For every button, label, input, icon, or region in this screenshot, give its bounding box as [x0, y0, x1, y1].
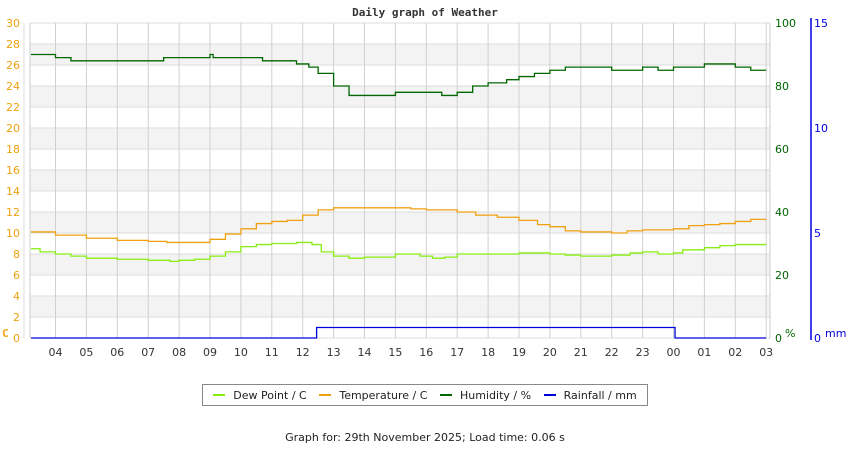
x-tick-label: 14 [358, 346, 372, 359]
y-tick-left: 12 [6, 206, 20, 219]
x-tick-label: 20 [543, 346, 557, 359]
y-tick-rainfall: 5 [814, 227, 821, 240]
grid-band [30, 44, 770, 65]
y-tick-left: 14 [6, 185, 20, 198]
dew-point-swatch [213, 394, 226, 396]
x-tick-label: 15 [388, 346, 402, 359]
x-tick-label: 06 [110, 346, 124, 359]
x-tick-label: 10 [234, 346, 248, 359]
legend-label: Dew Point / C [233, 388, 307, 402]
temperature-swatch [319, 394, 332, 396]
legend-label: Humidity / % [460, 388, 532, 402]
y-tick-left: 28 [6, 38, 20, 51]
y-tick-left: 30 [6, 17, 20, 30]
y-tick-rainfall: 10 [814, 122, 828, 135]
y-axis-unit-humidity: % [785, 327, 795, 340]
y-tick-humidity: 100 [775, 17, 796, 30]
x-tick-label: 07 [141, 346, 155, 359]
x-tick-label: 19 [512, 346, 526, 359]
humidity-swatch [440, 394, 453, 396]
grid-band [30, 128, 770, 149]
x-tick-label: 22 [605, 346, 619, 359]
y-tick-left: 2 [13, 311, 20, 324]
x-tick-label: 18 [481, 346, 495, 359]
y-tick-humidity: 80 [775, 80, 789, 93]
x-tick-label: 12 [296, 346, 310, 359]
x-tick-label: 13 [327, 346, 341, 359]
x-tick-label: 17 [450, 346, 464, 359]
x-tick-label: 11 [265, 346, 279, 359]
y-tick-rainfall: 15 [814, 17, 828, 30]
y-axis-unit-left: C [2, 327, 9, 340]
legend-item-rainfall: Rainfall / mm [543, 388, 637, 402]
grid-band [30, 296, 770, 317]
y-tick-left: 0 [13, 332, 20, 345]
y-tick-left: 6 [13, 269, 20, 282]
chart-title: Daily graph of Weather [352, 6, 498, 19]
x-tick-label: 01 [697, 346, 711, 359]
legend-label: Temperature / C [339, 388, 428, 402]
temperature-line [31, 207, 767, 244]
x-tick-label: 16 [419, 346, 433, 359]
y-tick-left: 4 [13, 290, 20, 303]
y-tick-humidity: 40 [775, 206, 789, 219]
y-tick-left: 22 [6, 101, 20, 114]
legend: Dew Point / C Temperature / C Humidity /… [202, 384, 648, 406]
y-tick-humidity: 60 [775, 143, 789, 156]
x-tick-label: 02 [728, 346, 742, 359]
grid-band [30, 86, 770, 107]
rainfall-swatch [543, 394, 556, 396]
y-tick-left: 16 [6, 164, 20, 177]
y-tick-left: 26 [6, 59, 20, 72]
footer-status: Graph for: 29th November 2025; Load time… [285, 431, 565, 444]
legend-item-temperature: Temperature / C [319, 389, 427, 402]
x-tick-label: 04 [49, 346, 63, 359]
x-tick-label: 08 [172, 346, 186, 359]
grid-band [30, 254, 770, 275]
legend-item-dew-point: Dew Point / C [213, 388, 307, 402]
dew-line [31, 241, 767, 262]
legend-item-humidity: Humidity / % [440, 389, 531, 402]
y-tick-left: 10 [6, 227, 20, 240]
x-tick-label: 00 [667, 346, 681, 359]
weather-chart: 04 05 06 07 08 09 10 11 12 13 14 15 16 17 18 19 20 21 22 23… [2, 17, 846, 359]
y-tick-left: 24 [6, 80, 20, 93]
y-axis-unit-rainfall: mm [825, 327, 846, 340]
y-tick-rainfall: 0 [814, 332, 821, 345]
x-tick-label: 23 [636, 346, 650, 359]
y-tick-left: 18 [6, 143, 20, 156]
x-tick-label: 09 [203, 346, 217, 359]
x-tick-label: 03 [759, 346, 773, 359]
y-tick-humidity: 20 [775, 269, 789, 282]
y-tick-left: 20 [6, 122, 20, 135]
x-tick-label: 05 [79, 346, 93, 359]
grid-band [30, 212, 770, 233]
rainfall-line [31, 326, 767, 339]
grid-band [30, 170, 770, 191]
y-tick-humidity: 0 [775, 332, 782, 345]
legend-label: Rainfall / mm [563, 388, 637, 402]
humidity-line [31, 53, 767, 97]
y-tick-left: 8 [13, 248, 20, 261]
x-tick-label: 21 [574, 346, 588, 359]
